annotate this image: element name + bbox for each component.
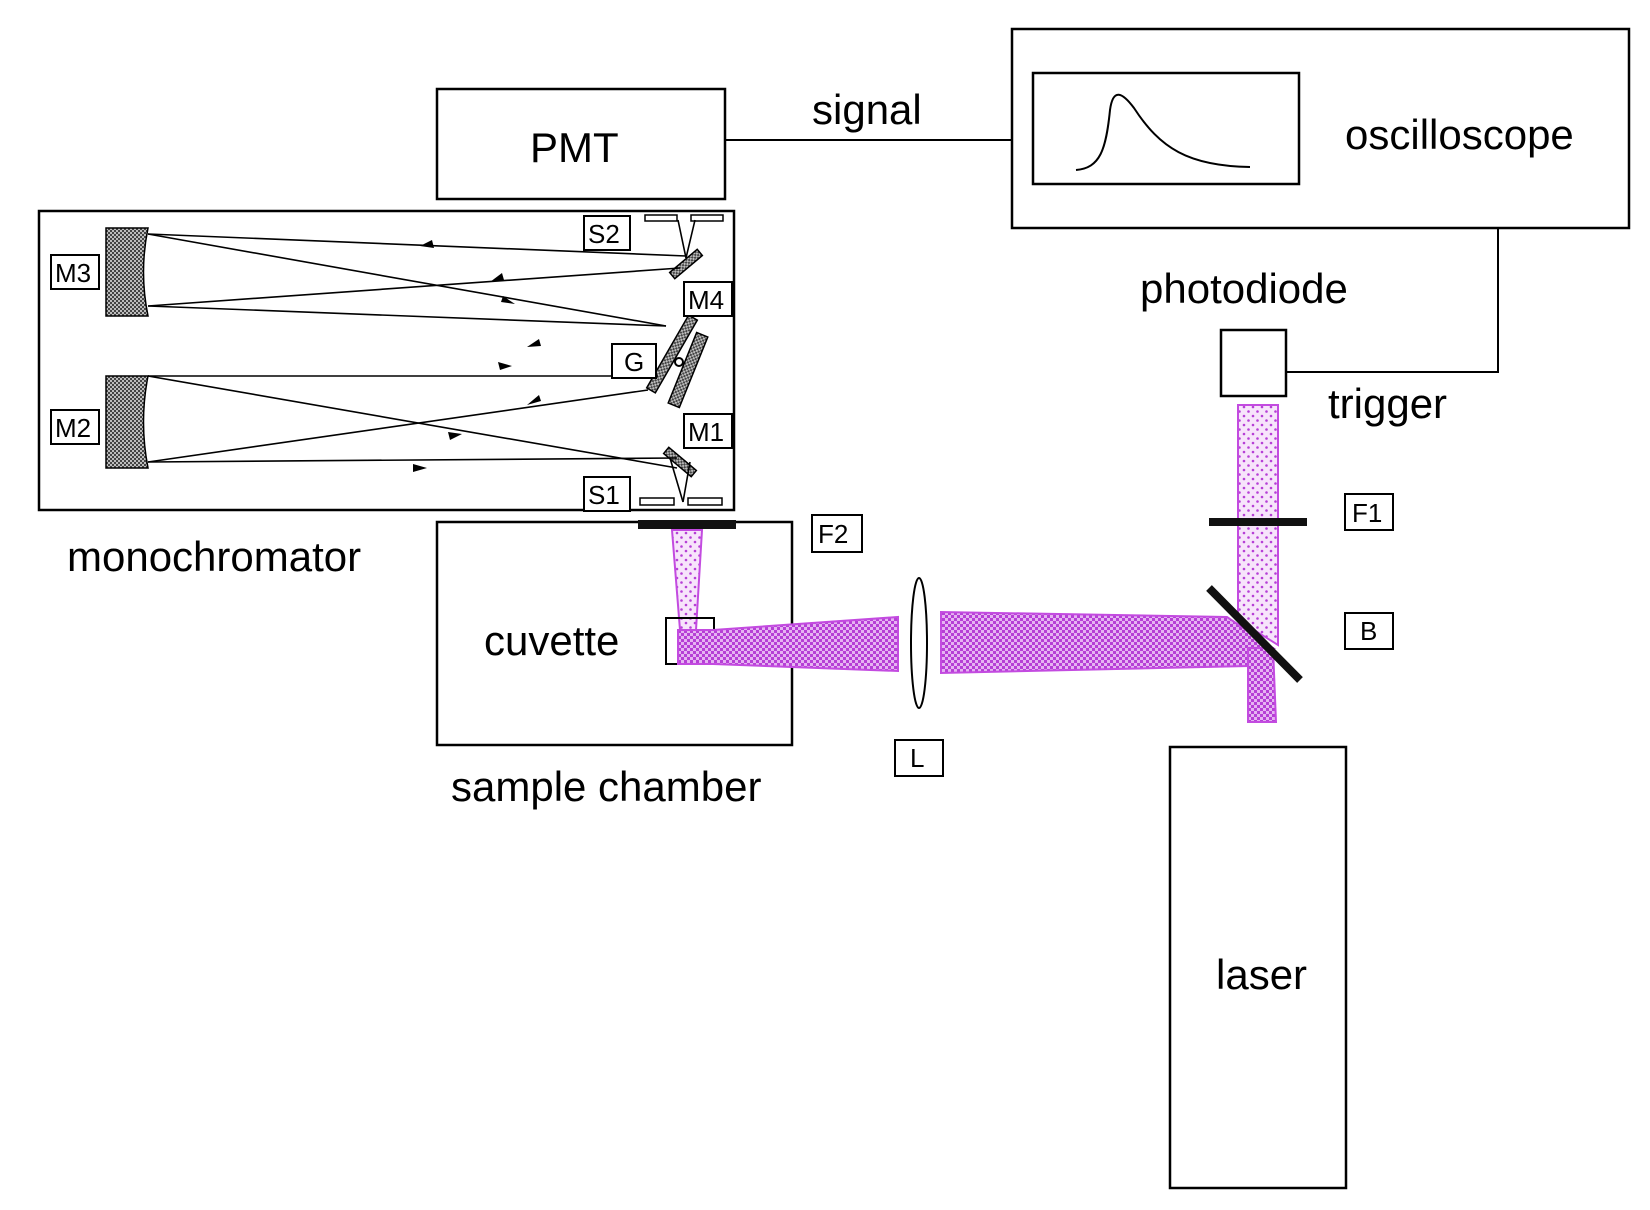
mirror-m1-shape xyxy=(662,446,698,478)
slit-s1-right xyxy=(687,497,723,506)
photodiode-box xyxy=(1219,328,1288,398)
oscilloscope-box xyxy=(1010,27,1631,230)
pmt-box xyxy=(435,87,727,201)
label-s1: S1 xyxy=(588,480,620,510)
label-box-m3 xyxy=(50,254,100,290)
laser: laser xyxy=(1168,745,1348,1190)
slit-s2-right xyxy=(690,214,724,222)
oscilloscope-label: oscilloscope xyxy=(1345,111,1574,158)
trigger-cable xyxy=(1286,228,1499,373)
mirror-m3-shape xyxy=(105,227,149,317)
monochromator: M3 M2 S2 M4 G M1 S1 monochromator xyxy=(37,209,736,580)
lens-l xyxy=(910,577,928,709)
label-box-b xyxy=(1344,612,1394,650)
excitation-beam xyxy=(677,404,1279,723)
label-box-s2 xyxy=(583,215,631,251)
cuvette-label: cuvette xyxy=(484,617,619,664)
sample-chamber: cuvette sample chamber xyxy=(435,520,794,810)
pmt: PMT xyxy=(435,87,727,201)
label-box-s1 xyxy=(583,476,631,512)
trigger-label: trigger xyxy=(1328,380,1447,427)
laser-label: laser xyxy=(1216,951,1307,998)
label-b: B xyxy=(1360,616,1377,646)
grating-shape xyxy=(645,314,699,394)
label-m4: M4 xyxy=(688,285,724,315)
beamsplitter-b xyxy=(1206,585,1303,683)
monochromator-label: monochromator xyxy=(67,533,361,580)
decay-trace xyxy=(1075,93,1251,171)
label-box-m4 xyxy=(683,281,733,317)
filter-f2 xyxy=(638,520,736,529)
ray-paths xyxy=(147,219,696,503)
grating-pivot xyxy=(674,357,684,367)
label-box-f1 xyxy=(1344,493,1394,531)
beam-to-lens xyxy=(940,610,1277,675)
label-m2: M2 xyxy=(55,413,91,443)
oscilloscope-screen xyxy=(1031,71,1301,186)
signal-label: signal xyxy=(812,86,922,133)
label-box-m2 xyxy=(50,409,100,445)
label-s2: S2 xyxy=(588,219,620,249)
label-l: L xyxy=(910,743,924,773)
monochromator-box xyxy=(37,209,736,512)
slit-s2-left xyxy=(644,214,678,222)
laser-box xyxy=(1168,745,1348,1190)
label-g: G xyxy=(624,347,644,377)
mirror-m2-shape xyxy=(105,375,149,469)
label-f1: F1 xyxy=(1352,498,1382,528)
photodiode-label: photodiode xyxy=(1140,265,1348,312)
label-f2: F2 xyxy=(818,519,848,549)
label-m3: M3 xyxy=(55,258,91,288)
beam-from-laser xyxy=(1247,647,1278,723)
label-box-f2 xyxy=(811,514,863,553)
label-box-m1 xyxy=(683,413,733,449)
beam-to-cuvette xyxy=(677,615,899,673)
label-box-l xyxy=(894,739,944,777)
emission-beam xyxy=(670,529,704,631)
grating-mount xyxy=(667,331,709,409)
oscilloscope: oscilloscope xyxy=(1010,27,1631,230)
mirror-m4-shape xyxy=(668,248,704,280)
filter-f1 xyxy=(1209,518,1307,526)
label-box-g xyxy=(611,343,657,379)
sample-chamber-label: sample chamber xyxy=(451,763,761,810)
label-m1: M1 xyxy=(688,417,724,447)
pmt-label: PMT xyxy=(530,124,619,171)
slit-s1-left xyxy=(639,497,675,506)
